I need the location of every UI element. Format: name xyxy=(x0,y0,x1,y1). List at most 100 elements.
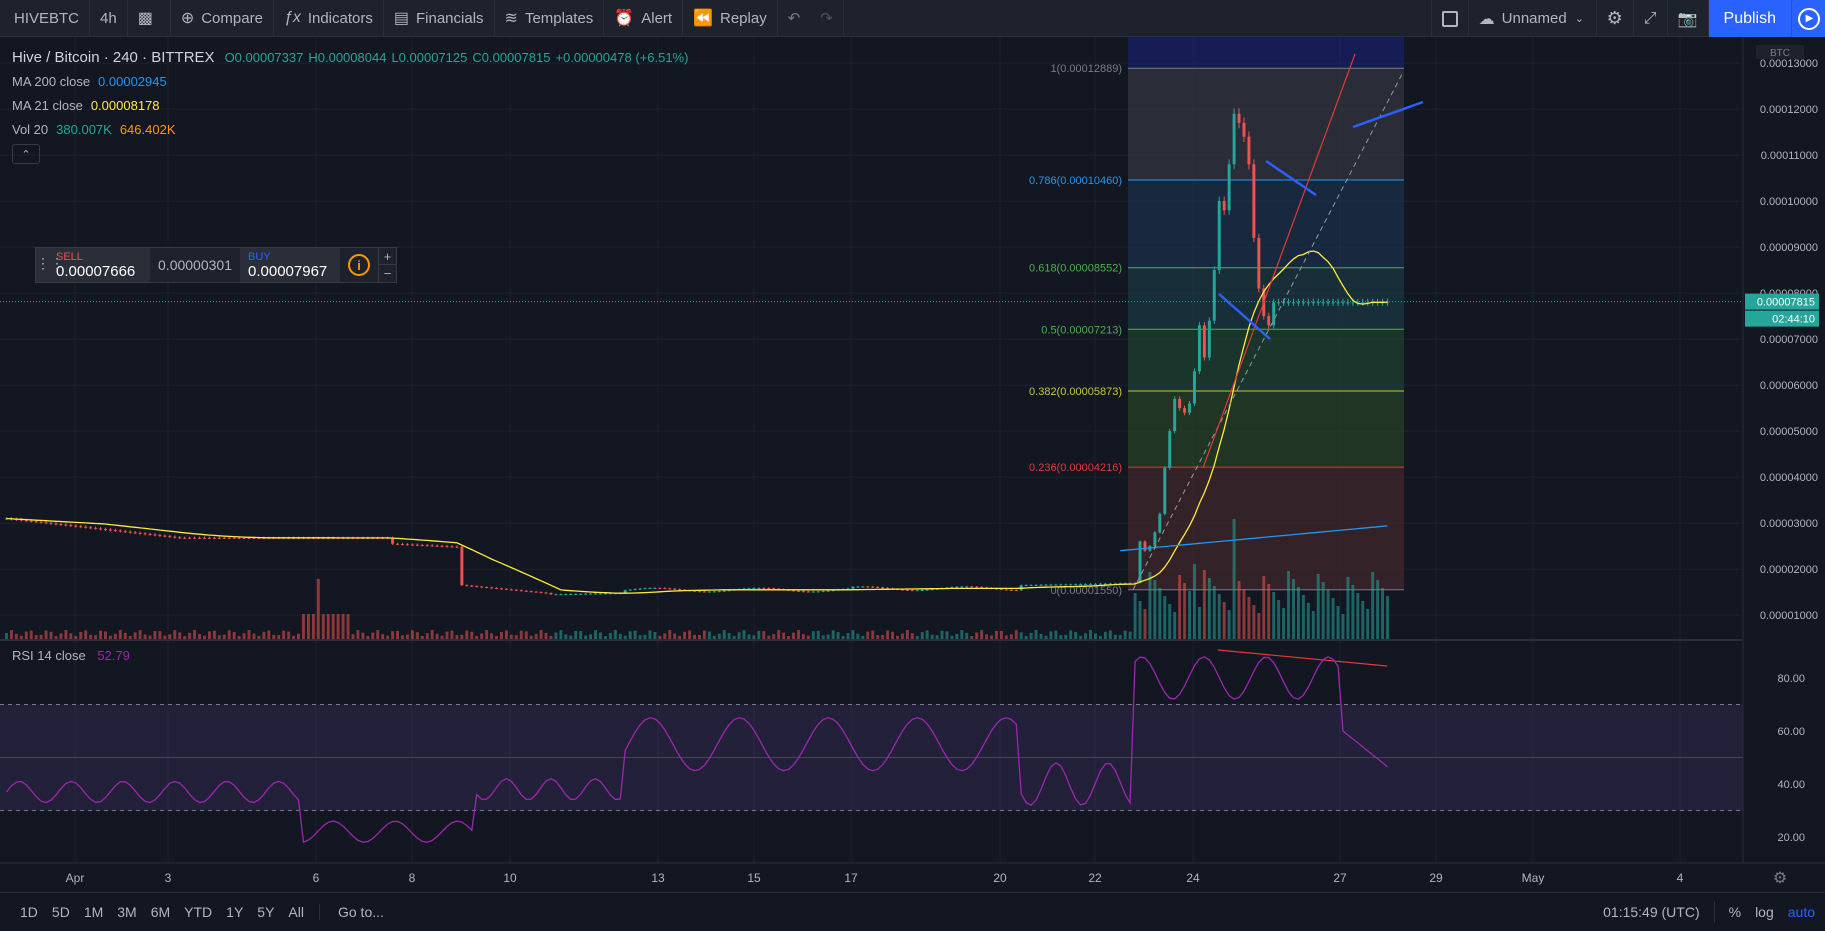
chart-type-button[interactable]: ▩ xyxy=(128,0,171,37)
axis-settings-icon[interactable]: ⚙ xyxy=(1773,868,1787,887)
candle-body xyxy=(495,587,498,589)
volume-bar xyxy=(702,630,706,639)
symbol-search[interactable]: HIVEBTC xyxy=(0,0,90,37)
candle-body xyxy=(1252,164,1256,238)
candle-body xyxy=(252,537,256,539)
volume-bar xyxy=(1019,632,1023,639)
volume-bar xyxy=(212,630,216,639)
range-ytd[interactable]: YTD xyxy=(184,904,213,920)
volume-bar xyxy=(574,631,578,639)
snapshot-button[interactable]: 📷 xyxy=(1668,0,1709,37)
range-1m[interactable]: 1M xyxy=(83,904,104,920)
range-1d[interactable]: 1D xyxy=(20,904,38,920)
auto-scale-toggle[interactable]: auto xyxy=(1787,904,1815,920)
range-5y[interactable]: 5Y xyxy=(257,904,275,920)
templates-icon: ≋ xyxy=(504,10,518,27)
volume-bar xyxy=(559,630,563,639)
rsi-legend[interactable]: RSI 14 close 52.79 xyxy=(12,648,130,663)
redo-button[interactable]: ↷ xyxy=(810,0,844,37)
trade-info-button[interactable]: i xyxy=(340,248,378,282)
candle-body xyxy=(54,523,58,525)
candle-body xyxy=(673,588,677,590)
financials-button[interactable]: ▤ Financials xyxy=(384,0,495,37)
candle-body xyxy=(549,593,553,595)
legend-collapse-button[interactable]: ⌃ xyxy=(12,144,40,164)
time-tick-label: 24 xyxy=(1186,871,1200,885)
volume-bar xyxy=(623,635,627,639)
volume-bar xyxy=(485,630,489,639)
candle-body xyxy=(1069,584,1073,586)
utc-clock[interactable]: 01:15:49 (UTC) xyxy=(1603,904,1700,920)
replay-button[interactable]: ⏪ Replay xyxy=(683,0,778,37)
range-5d[interactable]: 5D xyxy=(51,904,70,920)
candle-body xyxy=(168,536,172,538)
volume-bar xyxy=(787,635,791,639)
candle-body xyxy=(163,535,167,537)
interval-button[interactable]: 4h xyxy=(90,0,128,37)
volume-bar xyxy=(14,633,18,639)
rsi-band xyxy=(0,704,1743,811)
volume-bar xyxy=(920,631,924,639)
range-3m[interactable]: 3M xyxy=(117,904,137,920)
fib-zone-band xyxy=(1128,179,1404,268)
compare-button[interactable]: ⊕ Compare xyxy=(171,0,274,37)
candle-body xyxy=(123,531,127,533)
log-toggle[interactable]: log xyxy=(1755,904,1774,920)
ma200-legend[interactable]: MA 200 close 0.00002945 xyxy=(12,69,693,93)
drag-handle-icon[interactable]: ⋮⋮ xyxy=(36,255,64,271)
publish-button[interactable]: Publish xyxy=(1708,0,1791,37)
goto-date-button[interactable]: Go to... xyxy=(318,904,402,920)
undo-button[interactable]: ↶ xyxy=(778,0,811,37)
volume-bar xyxy=(460,634,464,639)
layout-name-button[interactable]: ☁ Unnamed ⌄ xyxy=(1469,0,1597,37)
candle-body xyxy=(59,524,63,526)
ma21-legend[interactable]: MA 21 close 0.00008178 xyxy=(12,93,693,117)
decrease-button[interactable]: − xyxy=(383,266,392,281)
candle-body xyxy=(257,537,261,539)
publish-video-button[interactable]: ▶ xyxy=(1791,0,1825,37)
buy-sell-panel: SELL 0.00007666 0.00000301 BUY 0.0000796… xyxy=(35,247,397,283)
candle-body xyxy=(227,537,231,539)
indicators-button[interactable]: ƒx Indicators xyxy=(274,0,384,37)
alert-button[interactable]: ⏰ Alert xyxy=(604,0,684,37)
series-legend[interactable]: Hive / Bitcoin · 240 · BITTREX O0.000073… xyxy=(12,45,693,69)
candle-body xyxy=(1178,398,1182,409)
volume-legend[interactable]: Vol 20 380.007K 646.402K xyxy=(12,117,693,141)
fullscreen-layout-button[interactable] xyxy=(1430,0,1469,37)
volume-bar xyxy=(816,630,820,639)
sell-button[interactable]: SELL 0.00007666 xyxy=(36,248,150,282)
volume-bar xyxy=(401,635,404,639)
fullscreen-button[interactable]: ⤢ xyxy=(1634,0,1668,37)
candles-icon: ▩ xyxy=(137,10,153,27)
volume-bar xyxy=(717,633,721,639)
buy-button[interactable]: BUY 0.00007967 xyxy=(240,248,340,282)
expand-icon: ⤢ xyxy=(1643,9,1657,27)
volume-bar xyxy=(1178,575,1182,639)
time-tick-label: 29 xyxy=(1429,871,1443,885)
volume-bar xyxy=(1034,630,1038,639)
volume-bar xyxy=(1311,611,1315,639)
volume-bar xyxy=(376,630,380,639)
increase-button[interactable]: + xyxy=(379,248,396,265)
candle-body xyxy=(212,537,216,539)
settings-button[interactable]: ⚙ xyxy=(1597,0,1634,37)
range-all[interactable]: All xyxy=(288,904,304,920)
candle-body xyxy=(1292,302,1295,304)
candle-body xyxy=(1227,164,1231,211)
volume-bar xyxy=(1103,631,1107,639)
volume-bar xyxy=(777,630,781,639)
candle-body xyxy=(757,587,761,589)
volume-bar xyxy=(351,634,355,639)
volume-bar xyxy=(836,632,840,639)
volume-bar xyxy=(1361,601,1365,639)
percent-toggle[interactable]: % xyxy=(1728,904,1742,920)
range-6m[interactable]: 6M xyxy=(150,904,171,920)
candle-body xyxy=(970,586,974,588)
volume-bar xyxy=(509,634,513,639)
volume-bar xyxy=(871,630,875,639)
templates-button[interactable]: ≋ Templates xyxy=(495,0,605,37)
candle-body xyxy=(49,522,53,524)
chart-canvas[interactable]: 1(0.00012889) 0.786(0.00010460) 0.618(0.00… xyxy=(0,37,1825,892)
candle-body xyxy=(717,591,721,593)
range-1y[interactable]: 1Y xyxy=(226,904,244,920)
